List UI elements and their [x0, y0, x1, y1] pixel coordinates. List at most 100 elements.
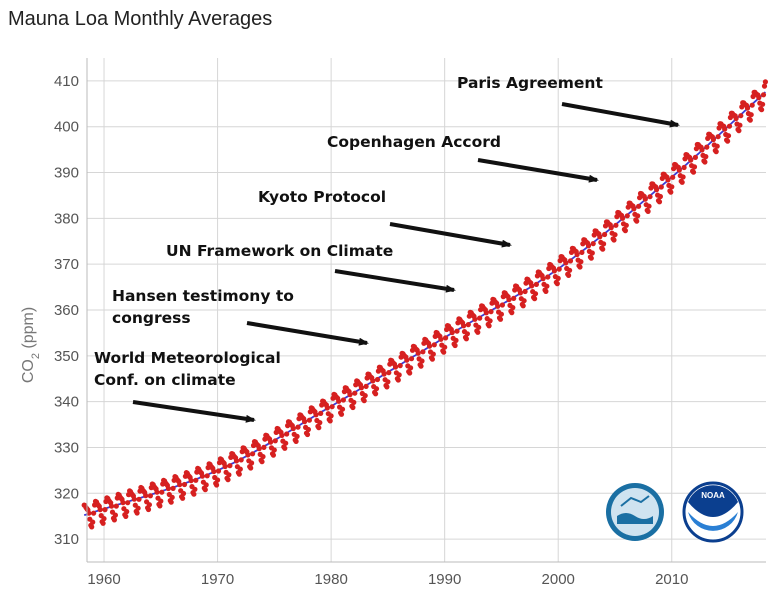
- monthly-point: [193, 477, 199, 483]
- monthly-point: [737, 122, 743, 128]
- monthly-point: [748, 112, 754, 118]
- monthly-point: [328, 413, 334, 419]
- monthly-point: [704, 144, 710, 150]
- monthly-point: [714, 143, 720, 149]
- monthly-point: [438, 336, 444, 342]
- monthly-point: [370, 378, 376, 384]
- annotation-arrow: [477, 158, 599, 183]
- monthly-point: [475, 329, 481, 335]
- monthly-point: [362, 393, 368, 399]
- monthly-point: [725, 133, 732, 139]
- monthly-point: [226, 472, 232, 478]
- monthly-point: [112, 512, 118, 518]
- monthly-point: [340, 397, 346, 403]
- monthly-point: [181, 481, 188, 488]
- monthly-point: [313, 412, 319, 418]
- y-tick-label: 410: [54, 73, 79, 90]
- monthly-point: [635, 213, 641, 219]
- monthly-point: [762, 79, 769, 85]
- monthly-point: [601, 241, 607, 247]
- monthly-point: [408, 365, 414, 371]
- monthly-point: [658, 184, 664, 190]
- monthly-point: [290, 425, 296, 432]
- monthly-point: [361, 398, 367, 404]
- monthly-point: [426, 343, 433, 349]
- monthly-point: [509, 310, 515, 316]
- monthly-point: [744, 105, 751, 111]
- monthly-point: [449, 329, 455, 336]
- monthly-point: [691, 164, 698, 170]
- monthly-point: [760, 92, 767, 98]
- monthly-point: [329, 404, 335, 410]
- monthly-point: [657, 193, 664, 200]
- y-tick-label: 360: [54, 302, 79, 319]
- x-tick-label: 1970: [201, 571, 234, 588]
- monthly-point: [567, 267, 573, 273]
- monthly-point: [574, 251, 580, 258]
- monthly-point: [670, 174, 676, 180]
- monthly-point: [109, 503, 115, 509]
- monthly-point: [188, 478, 194, 484]
- monthly-point: [477, 315, 483, 321]
- annotation-text: World Meteorological Conf. on climate: [94, 349, 281, 389]
- monthly-point: [544, 283, 550, 289]
- monthly-point: [713, 149, 719, 155]
- monthly-point: [646, 203, 652, 209]
- monthly-point: [690, 169, 697, 175]
- monthly-point: [295, 424, 301, 430]
- monthly-point: [722, 126, 728, 132]
- monthly-point: [749, 102, 755, 108]
- monthly-point: [373, 391, 379, 397]
- monthly-point: [555, 275, 561, 281]
- monthly-point: [522, 288, 528, 295]
- monthly-point: [282, 445, 288, 451]
- x-tick-label: 1960: [87, 571, 120, 588]
- monthly-point: [431, 342, 437, 348]
- monthly-point: [733, 115, 739, 122]
- monthly-point: [233, 458, 240, 464]
- monthly-point: [623, 222, 629, 228]
- monthly-point: [272, 438, 278, 444]
- monthly-point: [486, 323, 492, 329]
- x-tick-label: 2010: [655, 571, 688, 588]
- monthly-point: [624, 213, 630, 219]
- annotation-line: UN Framework on Climate: [166, 242, 393, 260]
- monthly-point: [385, 379, 391, 385]
- monthly-point: [454, 328, 460, 334]
- monthly-point: [420, 349, 426, 355]
- monthly-point: [669, 184, 675, 190]
- svg-text:NOAA: NOAA: [701, 491, 725, 500]
- annotation-line: Paris Agreement: [457, 74, 603, 92]
- monthly-point: [710, 136, 717, 143]
- monthly-point: [249, 460, 255, 466]
- monthly-point: [279, 432, 285, 438]
- monthly-point: [602, 231, 608, 238]
- monthly-point: [250, 451, 256, 457]
- y-tick-label: 340: [54, 394, 79, 411]
- monthly-point: [654, 187, 660, 193]
- monthly-point: [464, 331, 470, 337]
- monthly-point: [631, 206, 637, 212]
- monthly-point: [256, 446, 262, 452]
- y-axis-label: CO2 (ppm): [20, 307, 42, 383]
- monthly-point: [211, 468, 217, 475]
- monthly-point: [529, 283, 535, 289]
- monthly-point: [147, 493, 153, 499]
- chart-title: Mauna Loa Monthly Averages: [8, 8, 273, 30]
- monthly-point: [608, 225, 614, 231]
- monthly-point: [261, 444, 267, 450]
- monthly-point: [101, 516, 107, 522]
- monthly-point: [510, 305, 516, 311]
- monthly-point: [225, 477, 231, 483]
- noaa-logo: NOAA: [682, 481, 744, 543]
- monthly-point: [495, 303, 501, 309]
- scripps-logo: [606, 483, 664, 541]
- monthly-point: [443, 335, 449, 341]
- monthly-point: [180, 490, 187, 497]
- monthly-point: [588, 255, 594, 261]
- annotation-line: congress: [112, 309, 191, 327]
- monthly-point: [715, 134, 721, 140]
- monthly-point: [91, 510, 97, 516]
- monthly-point: [760, 101, 766, 107]
- monthly-point: [647, 194, 653, 200]
